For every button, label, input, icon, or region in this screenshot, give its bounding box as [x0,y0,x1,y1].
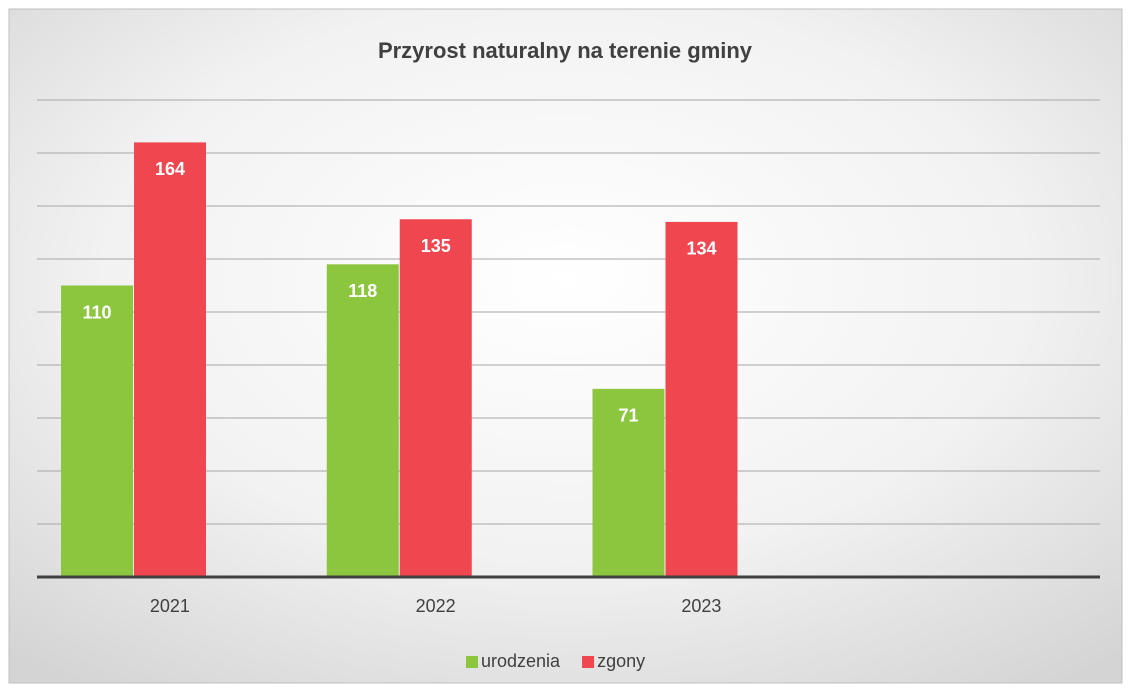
bar [592,388,665,577]
legend-label: urodzenia [481,651,561,671]
x-tick-label: 2021 [150,596,190,616]
legend-swatch [582,656,595,668]
legend-label: zgony [597,651,645,671]
legend-swatch [466,656,478,668]
data-label: 134 [686,239,716,259]
bar [61,285,133,577]
bar [134,142,206,577]
data-label: 135 [421,236,451,256]
x-tick-label: 2022 [416,596,456,616]
data-label: 164 [155,159,185,179]
data-label: 110 [82,302,111,322]
x-tick-label: 2023 [681,596,721,616]
chart-title: Przyrost naturalny na terenie gminy [378,38,753,63]
bar [665,221,738,577]
bar [326,264,399,577]
bar [399,219,472,577]
data-label: 118 [348,281,377,301]
data-label: 71 [618,406,638,426]
